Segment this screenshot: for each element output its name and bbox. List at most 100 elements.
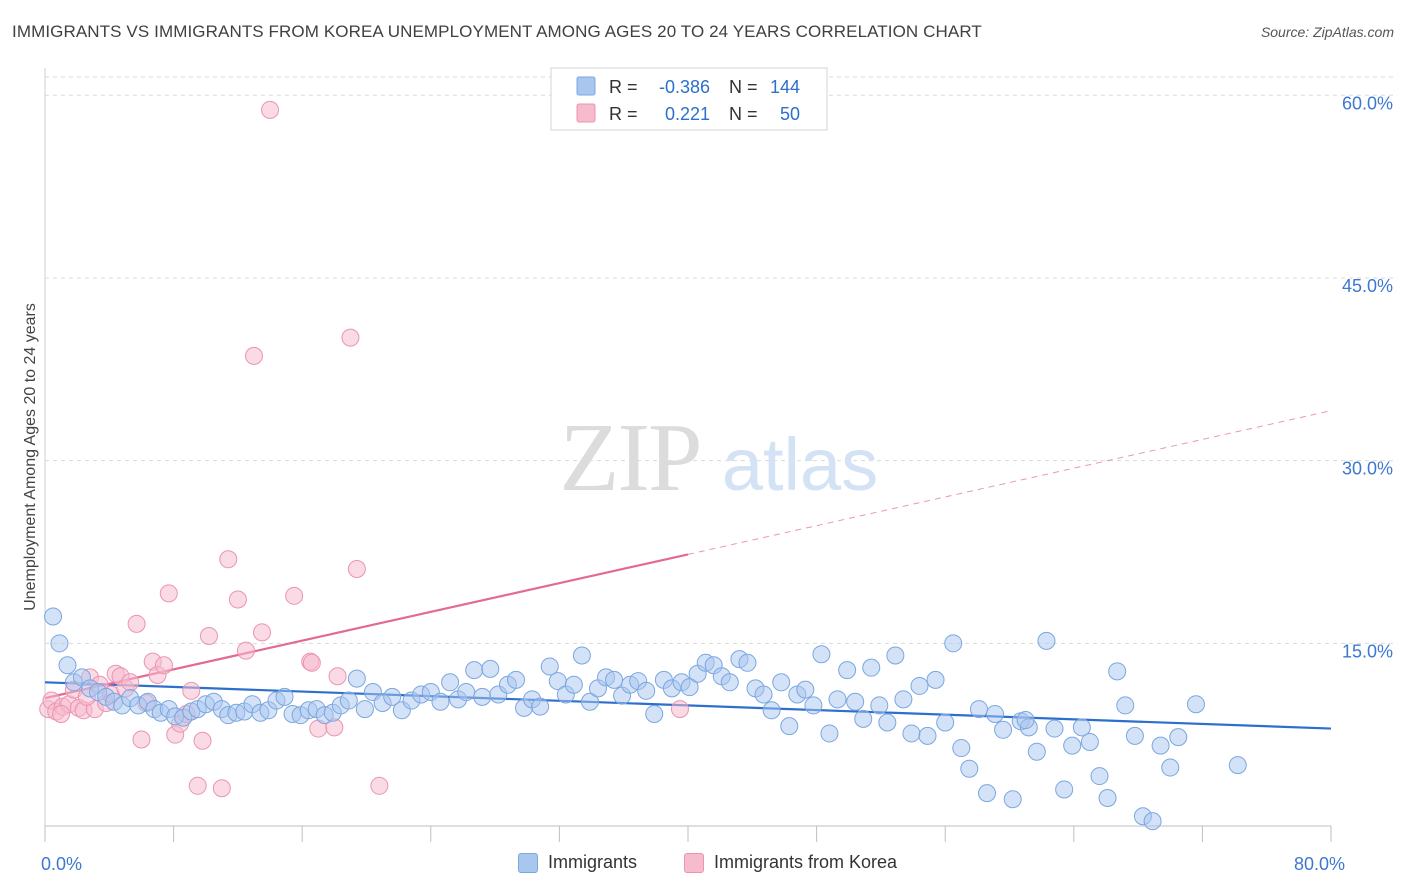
immigrants-point — [605, 670, 624, 689]
axes — [44, 68, 1332, 842]
x-tick-label: 0.0% — [41, 854, 82, 874]
korea-point — [188, 776, 207, 795]
immigrants-point — [50, 634, 69, 653]
immigrants-point — [1186, 695, 1205, 714]
korea-point — [199, 627, 218, 646]
immigrants-point — [960, 759, 979, 778]
korea-point — [52, 704, 71, 723]
immigrants-point — [1055, 780, 1074, 799]
immigrants-point — [828, 690, 847, 709]
immigrants-point — [1080, 732, 1099, 751]
immigrants-point — [838, 661, 857, 680]
immigrants-points — [44, 607, 1247, 831]
immigrants-point — [762, 701, 781, 720]
watermark-atlas: atlas — [722, 423, 878, 506]
chart-title: IMMIGRANTS VS IMMIGRANTS FROM KOREA UNEM… — [12, 22, 982, 41]
korea-point — [159, 584, 178, 603]
immigrants-point — [1037, 631, 1056, 650]
immigrants-point — [878, 713, 897, 732]
immigrants-point — [720, 673, 739, 692]
y-tick-label: 60.0% — [1342, 93, 1393, 113]
korea-point — [228, 590, 247, 609]
korea-point — [127, 614, 146, 633]
immigrants-point — [886, 646, 905, 665]
immigrants-point — [1161, 758, 1180, 777]
immigrants-point — [977, 784, 996, 803]
immigrants-point — [986, 704, 1005, 723]
stats-n-value-blue: 144 — [770, 77, 800, 97]
korea-point — [285, 586, 304, 605]
y-axis-label: Unemployment Among Ages 20 to 24 years — [22, 303, 39, 611]
immigrants-point — [347, 669, 366, 688]
source-label: Source: ZipAtlas.com — [1260, 24, 1394, 40]
stats-n-value-pink: 50 — [780, 104, 800, 124]
immigrants-point — [1045, 719, 1064, 738]
korea-point — [341, 328, 360, 347]
immigrants-point — [58, 656, 77, 675]
stats-n-label-pink: N = — [729, 104, 758, 124]
immigrants-point — [44, 607, 63, 626]
immigrants-point — [564, 675, 583, 694]
immigrants-point — [645, 704, 664, 723]
immigrants-point — [431, 692, 450, 711]
korea-point — [261, 100, 280, 119]
legend-item-korea[interactable]: Immigrants from Korea — [684, 852, 897, 873]
stats-r-value-pink: 0.221 — [665, 104, 710, 124]
korea-point — [253, 623, 272, 642]
immigrants-point — [572, 646, 591, 665]
legend-swatch-immigrants — [518, 852, 538, 873]
immigrants-point — [944, 634, 963, 653]
legend-item-immigrants[interactable]: Immigrants — [518, 852, 637, 873]
immigrants-point — [339, 691, 358, 710]
immigrants-point — [1228, 756, 1247, 775]
immigrants-point — [441, 673, 460, 692]
immigrants-point — [383, 687, 402, 706]
immigrants-point — [1169, 728, 1188, 747]
immigrants-point — [969, 700, 988, 719]
immigrants-point — [355, 700, 374, 719]
immigrants-point — [531, 697, 550, 716]
y-tick-label: 30.0% — [1342, 459, 1393, 479]
immigrants-point — [1016, 711, 1035, 730]
immigrants-point — [540, 657, 559, 676]
immigrants-point — [1116, 696, 1135, 715]
y-tick-label: 45.0% — [1342, 276, 1393, 296]
korea-point — [236, 641, 255, 660]
immigrants-point — [894, 690, 913, 709]
stats-n-label-blue: N = — [729, 77, 758, 97]
immigrants-point — [846, 692, 865, 711]
korea-point — [121, 673, 140, 692]
korea-point — [328, 667, 347, 686]
immigrants-point — [854, 709, 873, 728]
immigrants-point — [918, 726, 937, 745]
watermark-zip: ZIP — [560, 404, 701, 512]
stats-box-frame — [550, 67, 828, 131]
korea-point — [347, 560, 366, 579]
immigrants-point — [952, 739, 971, 758]
korea-point — [132, 730, 151, 749]
x-tick-label: 80.0% — [1294, 854, 1345, 874]
immigrants-point — [473, 687, 492, 706]
korea-point — [193, 731, 212, 750]
korea-point — [219, 550, 238, 569]
immigrants-point — [465, 661, 484, 680]
immigrants-point — [796, 680, 815, 699]
immigrants-point — [1098, 788, 1117, 807]
stats-swatch-blue — [576, 76, 596, 96]
korea-point — [670, 700, 689, 719]
immigrants-point — [738, 653, 757, 672]
stats-r-value-blue: -0.386 — [659, 77, 710, 97]
korea-point — [302, 653, 321, 672]
immigrants-point — [680, 678, 699, 697]
immigrants-point — [754, 685, 773, 704]
immigrants-point — [457, 683, 476, 702]
immigrants-point — [820, 724, 839, 743]
immigrants-point — [870, 696, 889, 715]
immigrants-point — [1143, 812, 1162, 831]
immigrants-point — [1108, 662, 1127, 681]
tick-labels: 15.0% 30.0% 45.0% 60.0% 0.0% 80.0% — [41, 93, 1393, 874]
immigrants-point — [780, 717, 799, 736]
immigrants-point — [1003, 790, 1022, 809]
immigrants-point — [902, 724, 921, 743]
